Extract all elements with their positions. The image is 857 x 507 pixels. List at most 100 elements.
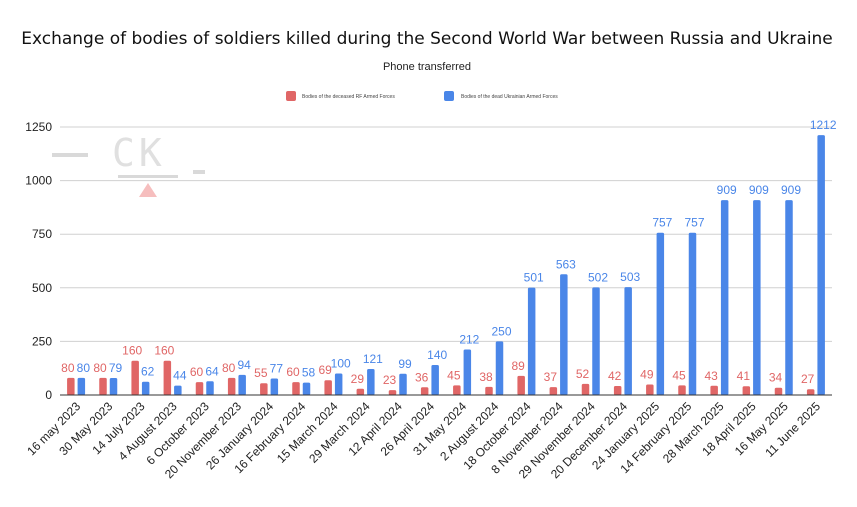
data-label-rf: 55 — [254, 366, 268, 380]
data-label-rf: 36 — [415, 370, 429, 384]
legend-label-rf: Bodies of the deceased RF Armed Forces — [302, 94, 395, 100]
data-label-rf: 160 — [122, 344, 142, 358]
data-label-rf: 45 — [672, 368, 686, 382]
bar-rf — [485, 386, 493, 395]
bar-rf — [163, 360, 172, 395]
data-label-ua: 909 — [781, 183, 801, 197]
watermark-logo: CK — [52, 131, 205, 197]
bar-ua — [495, 341, 504, 395]
bar-ua — [367, 369, 375, 395]
bar-rf — [581, 383, 590, 395]
bar-ua — [238, 374, 246, 395]
data-label-ua: 212 — [459, 333, 479, 347]
bar-ua — [785, 200, 793, 395]
data-label-rf: 49 — [640, 367, 654, 381]
bar-rf — [774, 387, 783, 395]
bar-rf — [260, 383, 268, 395]
data-label-rf: 52 — [576, 367, 590, 381]
legend: Bodies of the deceased RF Armed Forces B… — [286, 91, 558, 101]
bar-ua — [527, 287, 536, 395]
bar-ua — [399, 373, 407, 395]
bar-ua — [431, 364, 439, 395]
chart-title: Exchange of bodies of soldiers killed du… — [21, 29, 833, 49]
data-label-rf: 60 — [190, 365, 204, 379]
data-label-ua: 909 — [749, 183, 769, 197]
y-tick-label: 500 — [32, 281, 52, 295]
data-label-rf: 29 — [351, 372, 365, 386]
bar-rf — [549, 387, 558, 395]
data-label-ua: 250 — [491, 324, 511, 338]
data-label-ua: 503 — [620, 270, 640, 284]
data-label-rf: 45 — [447, 368, 461, 382]
data-label-ua: 121 — [363, 352, 383, 366]
data-label-rf: 43 — [704, 369, 718, 383]
data-label-rf: 27 — [801, 372, 815, 386]
legend-swatch-ua — [444, 91, 454, 101]
data-label-ua: 77 — [270, 361, 284, 375]
bar-rf — [99, 377, 107, 395]
data-label-rf: 69 — [318, 363, 332, 377]
bar-rf — [613, 385, 622, 395]
bar-rf — [453, 385, 461, 395]
bar-ua — [753, 200, 761, 395]
data-label-rf: 34 — [769, 371, 783, 385]
bar-rf — [324, 380, 332, 395]
bar-rf — [420, 387, 429, 395]
data-label-rf: 23 — [383, 373, 397, 387]
bar-ua — [592, 287, 600, 395]
data-label-rf: 80 — [61, 361, 75, 375]
data-label-ua: 94 — [237, 358, 251, 372]
data-label-ua: 44 — [173, 369, 187, 383]
data-label-ua: 140 — [427, 348, 447, 362]
bar-rf — [678, 385, 686, 395]
bar-ua — [688, 232, 697, 395]
bar-ua — [141, 381, 150, 395]
bar-rf — [517, 375, 525, 395]
bar-rf — [646, 384, 654, 395]
bar-ua — [560, 274, 568, 395]
data-label-rf: 89 — [511, 359, 525, 373]
data-label-rf: 37 — [544, 370, 558, 384]
data-label-ua: 100 — [331, 357, 351, 371]
data-label-rf: 160 — [154, 344, 174, 358]
bar-ua — [624, 287, 632, 395]
bar-ua — [334, 373, 343, 395]
data-label-ua: 80 — [77, 361, 91, 375]
data-label-rf: 60 — [286, 365, 300, 379]
bars — [67, 135, 825, 395]
watermark-triangle — [139, 183, 157, 197]
bar-ua — [270, 378, 279, 395]
bar-ua — [109, 378, 118, 395]
legend-swatch-rf — [286, 91, 296, 101]
bar-rf — [131, 360, 139, 395]
bar-ua — [656, 232, 665, 395]
bar-rf — [742, 386, 751, 395]
bar-rf — [356, 388, 365, 395]
data-label-ua: 99 — [398, 357, 412, 371]
bar-rf — [67, 377, 75, 395]
data-label-ua: 79 — [109, 361, 123, 375]
data-label-rf: 80 — [222, 361, 236, 375]
data-label-rf: 41 — [737, 369, 751, 383]
bar-ua — [206, 381, 214, 395]
bar-rf — [388, 390, 397, 395]
bar-ua — [77, 377, 86, 395]
bar-ua — [817, 135, 825, 395]
watermark-underline — [118, 175, 178, 178]
data-label-ua: 757 — [652, 216, 672, 230]
chart-subtitle: Phone transferred — [383, 61, 471, 73]
y-tick-label: 1000 — [25, 174, 52, 188]
bar-ua — [463, 349, 472, 395]
bar-ua — [174, 385, 182, 395]
data-label-rf: 80 — [93, 361, 107, 375]
data-label-ua: 757 — [684, 216, 704, 230]
watermark-text: CK — [112, 131, 166, 175]
data-label-ua: 909 — [717, 183, 737, 197]
y-tick-label: 0 — [45, 388, 52, 402]
data-label-ua: 501 — [524, 271, 544, 285]
gridlines — [60, 126, 832, 342]
bar-rf — [195, 382, 204, 395]
data-label-ua: 62 — [141, 365, 155, 379]
